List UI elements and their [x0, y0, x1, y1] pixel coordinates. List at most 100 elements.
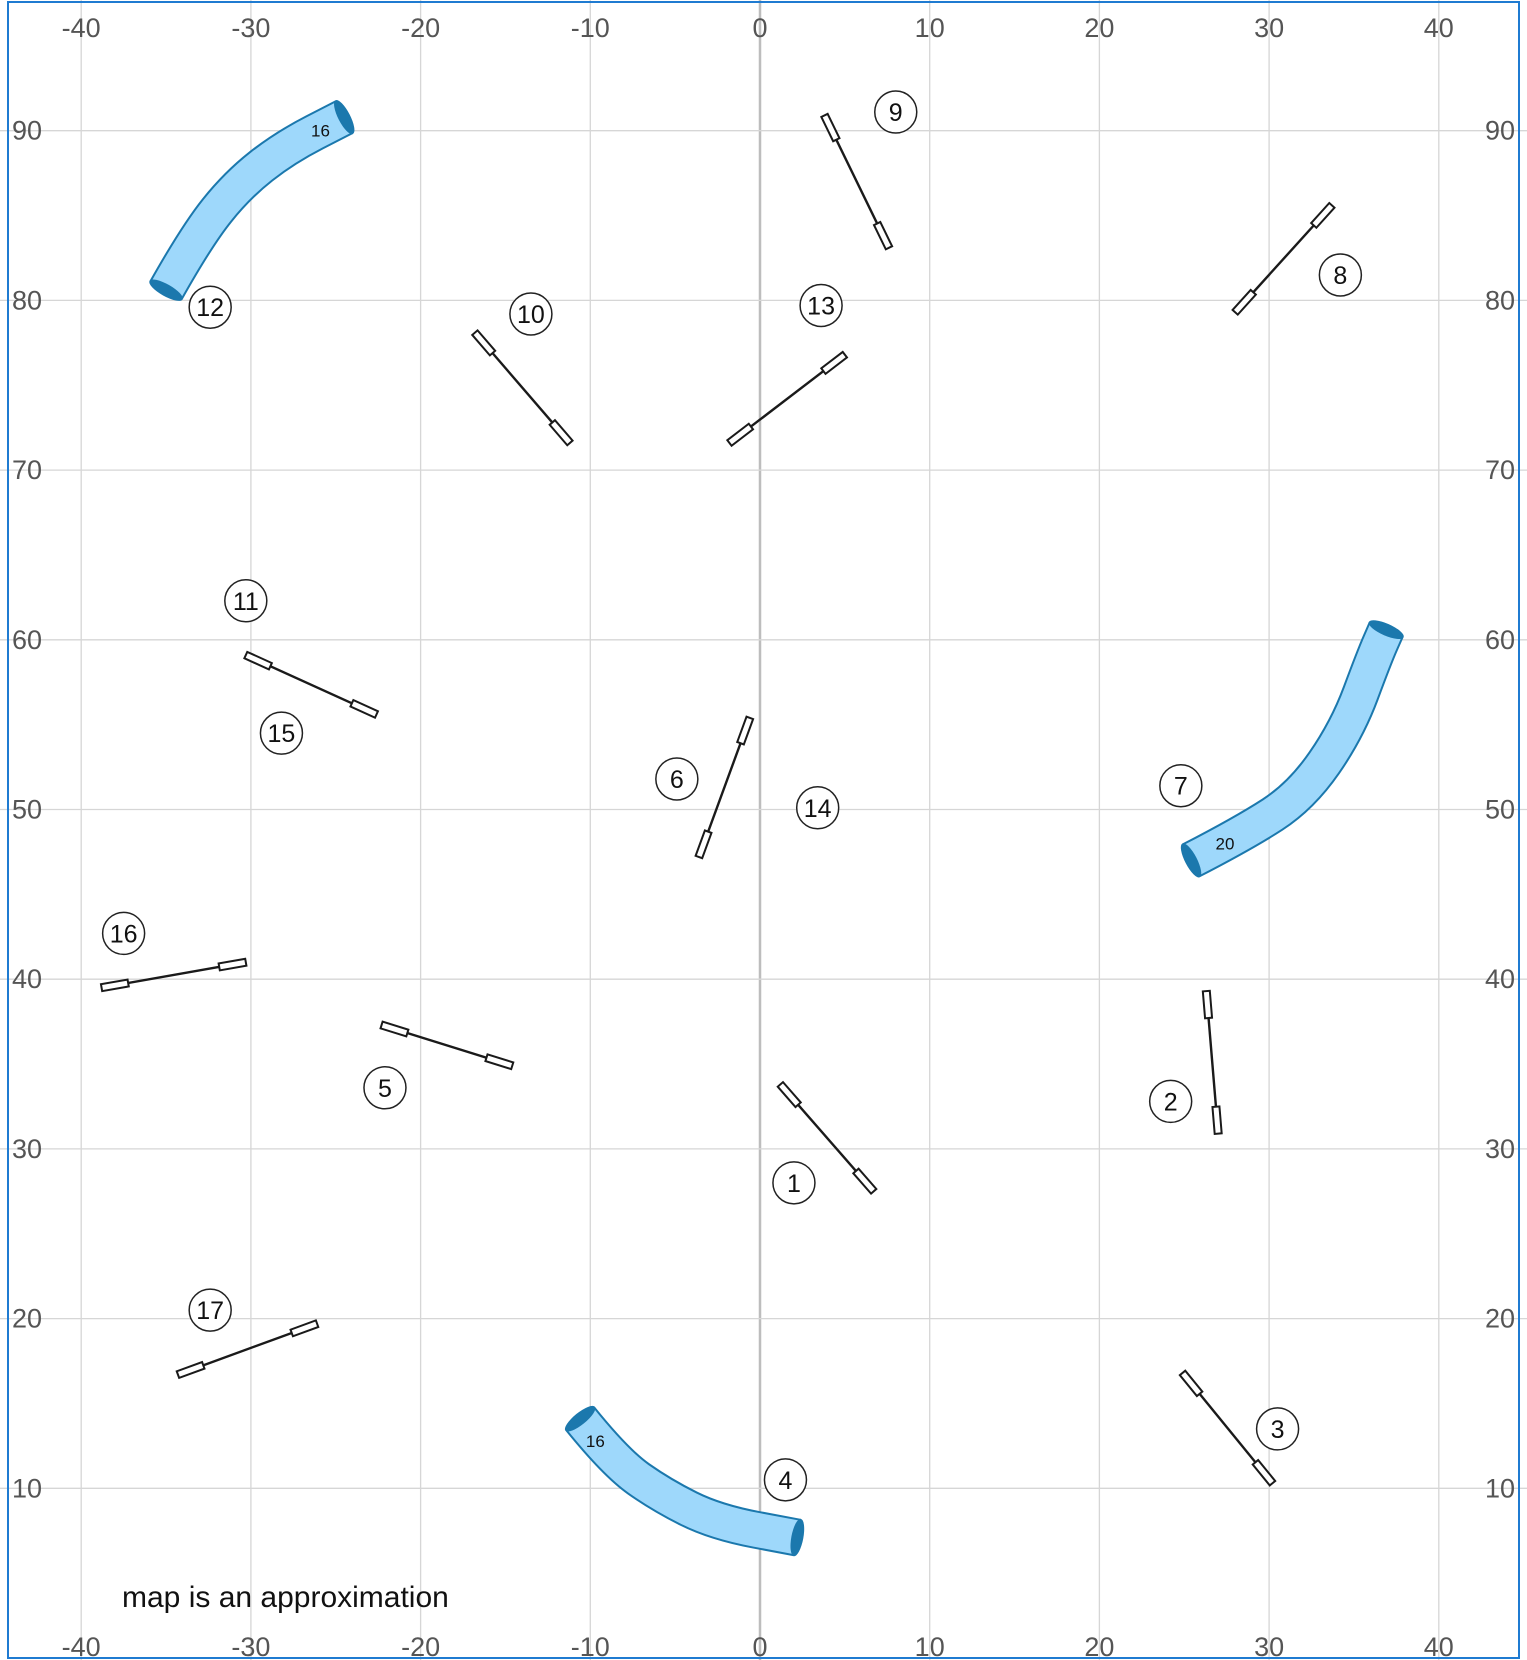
marker-15: 15 [259, 711, 304, 755]
marker-9: 9 [874, 90, 918, 134]
marker-number: 4 [779, 1467, 793, 1495]
x-tick-label-bottom: -30 [231, 1632, 270, 1660]
marker-number: 13 [807, 292, 835, 320]
marker-circle [1318, 253, 1363, 297]
y-tick-label-right: 90 [1485, 116, 1515, 146]
tunnel-opening [1180, 843, 1202, 878]
x-tick-label-bottom: -10 [571, 1632, 610, 1660]
y-tick-label-left: 50 [12, 795, 42, 825]
jump-2 [1201, 989, 1223, 1135]
map-caption: map is an approximation [122, 1581, 449, 1614]
tunnel-opening [149, 279, 183, 301]
tunnel-body [1183, 622, 1402, 876]
tunnel-length-label: 16 [586, 1432, 605, 1451]
jump-wing [99, 978, 130, 993]
marker-1: 1 [772, 1161, 816, 1205]
jump-wing [776, 1080, 803, 1109]
marker-number: 5 [378, 1075, 392, 1103]
jump-wing [735, 715, 755, 746]
jump-wing [349, 698, 380, 719]
axis-tick-labels: -40 -40 -30 -30 -20 -20 -10 -10 0 0 10 10 20 20 30 30 40… [12, 13, 1515, 1660]
marker-14: 14 [795, 786, 840, 830]
jump-wing [1251, 1458, 1277, 1487]
marker-number: 17 [196, 1297, 224, 1325]
marker-number: 2 [1164, 1088, 1178, 1116]
y-tick-label-left: 60 [12, 625, 42, 655]
marker-2: 2 [1148, 1079, 1193, 1124]
marker-circle [101, 911, 146, 956]
y-tick-label-left: 40 [12, 964, 42, 994]
marker-6: 6 [655, 757, 699, 801]
marker-3: 3 [1255, 1407, 1300, 1451]
jump-wing [1211, 1105, 1223, 1135]
marker-circle [188, 1288, 232, 1332]
jump-wing [725, 422, 755, 448]
marker-circle [224, 579, 268, 623]
jump-6 [694, 715, 755, 860]
marker-circle [1159, 763, 1203, 808]
marker-16: 16 [101, 911, 146, 956]
tunnel-opening [790, 1518, 805, 1557]
jump-wing [175, 1360, 206, 1380]
y-tick-label-left: 90 [12, 116, 42, 146]
marker-circle [772, 1161, 816, 1205]
jump-11-15 [243, 650, 380, 719]
y-tick-label-left: 80 [12, 285, 42, 315]
jump-5 [379, 1020, 515, 1071]
y-tick-label-left: 70 [12, 455, 42, 485]
x-tick-label-top: 0 [752, 13, 767, 43]
marker-circle [655, 757, 699, 801]
y-tick-label-left: 30 [12, 1134, 42, 1164]
y-tick-label-right: 40 [1485, 964, 1515, 994]
x-tick-label-top: -20 [401, 13, 440, 43]
marker-circle [1255, 1407, 1300, 1451]
marker-circle [799, 283, 843, 328]
jump-10 [470, 328, 574, 447]
jump-wing [470, 328, 497, 357]
x-tick-label-top: -40 [62, 13, 101, 43]
x-tick-label-top: -30 [231, 13, 270, 43]
tunnel-body [566, 1408, 801, 1555]
marker-7: 7 [1159, 763, 1203, 808]
jump-wing [819, 350, 849, 376]
marker-number: 15 [268, 720, 296, 748]
x-tick-label-bottom: 10 [915, 1632, 945, 1660]
jump-wing [548, 418, 574, 447]
jump-9 [820, 112, 894, 251]
tunnel-opening [1368, 620, 1404, 640]
marker-number: 7 [1174, 773, 1188, 801]
jump-wing [379, 1020, 410, 1038]
marker-circle [259, 711, 304, 755]
y-tick-label-right: 20 [1485, 1304, 1515, 1334]
x-tick-label-bottom: 0 [752, 1632, 767, 1660]
marker-circle [763, 1458, 808, 1502]
jump-8 [1231, 201, 1336, 317]
jump-wing [484, 1053, 515, 1071]
marker-number: 12 [196, 294, 224, 322]
marker-5: 5 [363, 1066, 407, 1110]
tunnel-4: 16 [564, 1405, 805, 1557]
x-tick-label-top: -10 [571, 13, 610, 43]
jump-3 [1178, 1369, 1277, 1487]
jump-wing [851, 1167, 878, 1196]
jump-17 [175, 1319, 320, 1380]
x-tick-label-bottom: 30 [1254, 1632, 1284, 1660]
x-tick-label-bottom: -40 [62, 1632, 101, 1660]
marker-11: 11 [224, 579, 268, 623]
x-tick-label-top: 30 [1254, 13, 1284, 43]
y-tick-label-right: 10 [1485, 1473, 1515, 1503]
marker-4: 4 [763, 1458, 808, 1502]
marker-8: 8 [1318, 253, 1363, 297]
marker-number: 14 [804, 795, 832, 823]
x-tick-label-bottom: -20 [401, 1632, 440, 1660]
jump-13 [725, 350, 849, 448]
y-tick-label-right: 50 [1485, 795, 1515, 825]
y-tick-label-right: 30 [1485, 1134, 1515, 1164]
y-tick-label-right: 60 [1485, 625, 1515, 655]
marker-number: 1 [787, 1170, 801, 1198]
jump-1 [776, 1080, 878, 1196]
